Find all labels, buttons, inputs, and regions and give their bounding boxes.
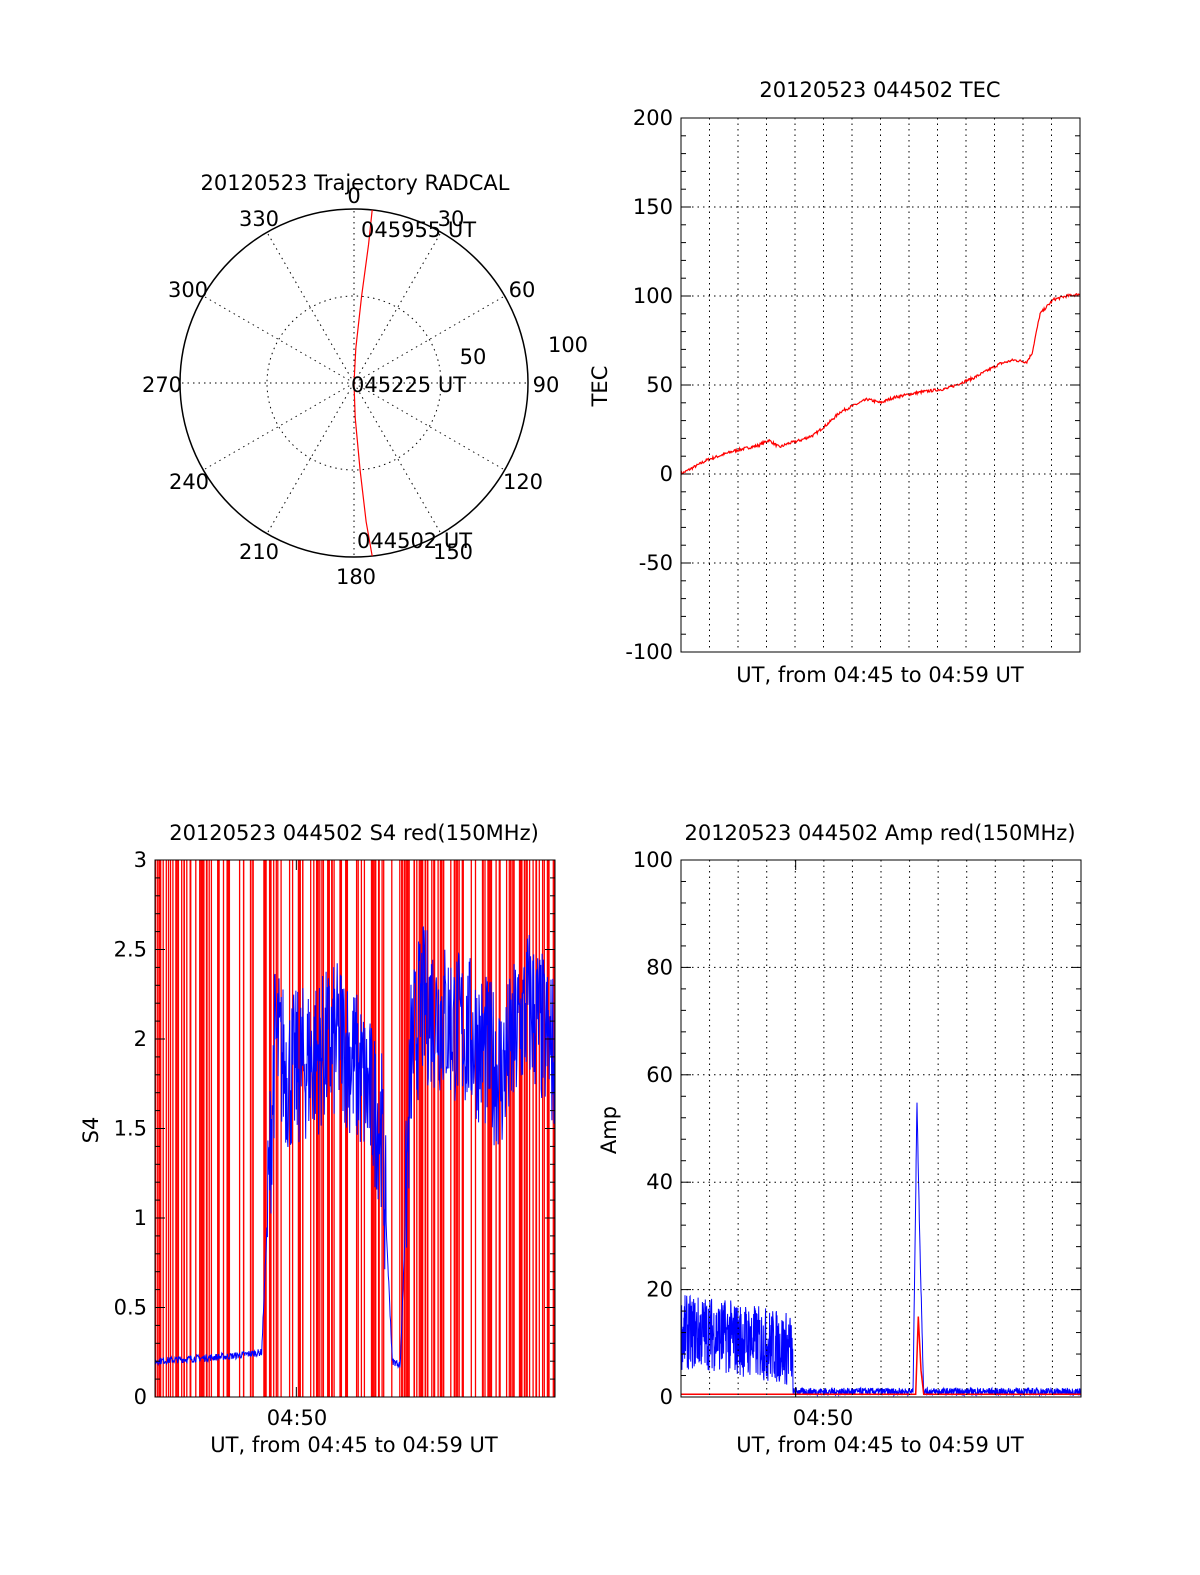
time-annotation: 044502 UT xyxy=(357,529,472,553)
y-tick-label: 2.5 xyxy=(114,938,147,962)
trajectory-title: 20120523 Trajectory RADCAL xyxy=(201,171,510,195)
polar-grid xyxy=(179,208,529,558)
y-tick-label: 1 xyxy=(134,1206,147,1230)
amp-title: 20120523 044502 Amp red(150MHz) xyxy=(684,821,1075,845)
trajectory-line-0 xyxy=(353,209,373,384)
y-tick-label: 0 xyxy=(134,1385,147,1409)
y-tick-label: 1.5 xyxy=(114,1117,147,1141)
s4-panel: 20120523 044502 S4 red(150MHz) UT, from … xyxy=(79,821,556,1457)
tec-ylabel: TEC xyxy=(588,366,612,408)
tec-panel: 20120523 044502 TEC UT, from 04:45 to 04… xyxy=(588,78,1081,687)
y-tick-label: 80 xyxy=(646,955,673,979)
y-tick-label: 50 xyxy=(646,373,673,397)
angle-label-210: 210 xyxy=(239,540,279,564)
y-tick-label: 20 xyxy=(646,1278,673,1302)
angle-label-150: 150 xyxy=(433,540,473,564)
polar-series xyxy=(353,209,373,557)
y-tick-label: 0 xyxy=(660,1385,673,1409)
radial-gridline xyxy=(266,382,355,534)
y-tick-label: 40 xyxy=(646,1170,673,1194)
y-tick-label: 200 xyxy=(633,106,673,130)
radial-gridline xyxy=(353,295,505,384)
amp-xtick: 04:50 xyxy=(793,1406,854,1430)
time-annotation: 045955 UT xyxy=(361,218,476,242)
tec-title: 20120523 044502 TEC xyxy=(759,78,1000,102)
s4-red-series xyxy=(155,860,555,1397)
s4-ylabel: S4 xyxy=(79,1117,103,1144)
radial-gridline xyxy=(203,295,355,384)
y-tick-label: 3 xyxy=(134,848,147,872)
tec-line xyxy=(681,292,1080,476)
inner-circle-gridline xyxy=(266,295,442,471)
s4-blue-line xyxy=(155,926,555,1369)
angle-label-300: 300 xyxy=(168,278,208,302)
amp-plot: 100 80 60 40 20 0 xyxy=(633,848,1082,1409)
plot-frame xyxy=(680,117,1081,653)
angle-label-330: 330 xyxy=(239,207,279,231)
amp-xlabel: UT, from 04:45 to 04:59 UT xyxy=(736,1433,1024,1457)
angle-label-30: 30 xyxy=(438,207,465,231)
y-tick-label: 0 xyxy=(660,462,673,486)
time-annotation: 045225 UT xyxy=(351,373,466,397)
radial-gridline xyxy=(266,232,355,384)
angle-label-180: 180 xyxy=(336,565,376,589)
plot-area xyxy=(681,1102,1081,1397)
plot-frame xyxy=(680,859,1082,1398)
amp-red-line xyxy=(681,1316,1081,1396)
angle-label-240: 240 xyxy=(169,470,209,494)
radial-tick-100: 100 xyxy=(548,333,588,357)
s4-title: 20120523 044502 S4 red(150MHz) xyxy=(169,821,539,845)
angle-label-270: 270 xyxy=(142,373,182,397)
outer-circle xyxy=(179,208,529,558)
y-tick-label: 0.5 xyxy=(114,1296,147,1320)
angle-label-0: 0 xyxy=(347,184,360,208)
radial-gridline xyxy=(203,382,355,471)
y-tick-label: 60 xyxy=(646,1063,673,1087)
plot-area xyxy=(681,292,1080,476)
y-tick-label: 2 xyxy=(134,1027,147,1051)
tec-xlabel: UT, from 04:45 to 04:59 UT xyxy=(736,663,1024,687)
angle-label-120: 120 xyxy=(503,470,543,494)
radial-tick-50: 50 xyxy=(460,345,487,369)
amp-ylabel: Amp xyxy=(597,1106,621,1154)
y-tick-label: 100 xyxy=(633,848,673,872)
plot-area xyxy=(155,860,555,1397)
amp-panel: 20120523 044502 Amp red(150MHz) UT, from… xyxy=(597,821,1082,1457)
y-tick-label: -50 xyxy=(639,551,673,575)
angle-label-90: 90 xyxy=(533,373,560,397)
s4-xtick: 04:50 xyxy=(267,1406,328,1430)
trajectory-panel: 20120523 Trajectory RADCAL 0 30 60 90 120 150… xyxy=(142,171,588,589)
tec-plot: 200 150 100 50 0 -50 -100 xyxy=(625,106,1081,664)
radial-gridline xyxy=(353,232,442,384)
plot-frame xyxy=(154,859,556,1398)
y-tick-label: 150 xyxy=(633,195,673,219)
trajectory-line-1 xyxy=(353,382,373,557)
amp-blue-line xyxy=(681,1102,1081,1397)
y-tick-label: -100 xyxy=(625,640,673,664)
radial-gridline xyxy=(353,382,442,534)
s4-xlabel: UT, from 04:45 to 04:59 UT xyxy=(210,1433,498,1457)
s4-plot: 3 2.5 2 1.5 1 0.5 0 xyxy=(114,848,556,1409)
radial-gridline xyxy=(353,382,505,471)
polar-labels: 0 30 60 90 120 150 180 210 240 270 300 330 50 100 0459… xyxy=(142,184,588,589)
angle-label-60: 60 xyxy=(509,278,536,302)
y-tick-label: 100 xyxy=(633,284,673,308)
